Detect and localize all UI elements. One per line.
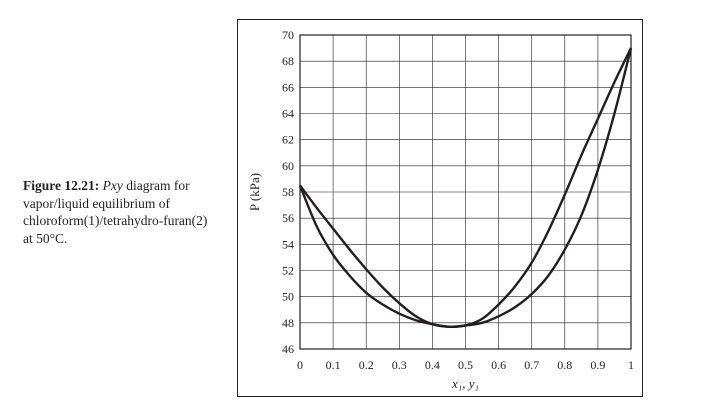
y-tick-label: 48 (282, 316, 294, 330)
y-tick-label: 60 (282, 159, 294, 173)
figure-frame (237, 19, 643, 397)
y-tick-label: 54 (282, 237, 294, 251)
plot-border (299, 34, 632, 350)
caption-label: Figure 12.21: (23, 178, 100, 193)
x-tick-label: 0.4 (425, 358, 440, 372)
y-tick-labels: 46 48 50 52 54 56 58 60 62 64 66 68 70 (282, 28, 294, 356)
series-line-2 (298, 47, 633, 328)
x-tick-label: 0.1 (326, 358, 341, 372)
caption-text: diagram for vapor/liquid equilibrium of … (23, 178, 208, 246)
x-tick-label: 0.3 (392, 358, 407, 372)
x-tick-label: 0.9 (590, 358, 605, 372)
x-tick-label: 0.8 (557, 358, 572, 372)
y-tick-label: 62 (282, 133, 294, 147)
y-tick-label: 66 (282, 80, 294, 94)
x-axis-label: x₁, y₁ (451, 376, 479, 391)
y-tick-label: 68 (282, 54, 294, 68)
y-tick-label: 46 (282, 342, 294, 356)
pxy-chart: 46 48 50 52 54 56 58 60 62 64 66 68 70 0 0.1 0.2 0.3 0.4… (247, 28, 634, 391)
y-tick-label: 64 (282, 107, 294, 121)
y-tick-label: 56 (282, 211, 294, 225)
y-tick-label: 58 (282, 185, 294, 199)
y-axis-label: P (kPa) (247, 173, 262, 211)
x-tick-label: 0.7 (524, 358, 539, 372)
x-tick-labels: 0 0.1 0.2 0.3 0.4 0.5 0.6 0.7 0.8 0.9 1 (297, 358, 634, 372)
figure-caption: Figure 12.21: Pxy diagram for vapor/liqu… (23, 177, 213, 247)
x-tick-label: 0.5 (458, 358, 473, 372)
x-tick-label: 0.6 (491, 358, 506, 372)
caption-italic-term: Pxy (102, 178, 123, 193)
x-tick-label: 0 (297, 358, 303, 372)
y-tick-label: 70 (282, 28, 294, 42)
series-curves (298, 47, 633, 329)
grid-lines (299, 34, 632, 350)
y-tick-label: 50 (282, 290, 294, 304)
x-tick-label: 1 (628, 358, 634, 372)
x-tick-label: 0.2 (359, 358, 374, 372)
y-tick-label: 52 (282, 264, 294, 278)
